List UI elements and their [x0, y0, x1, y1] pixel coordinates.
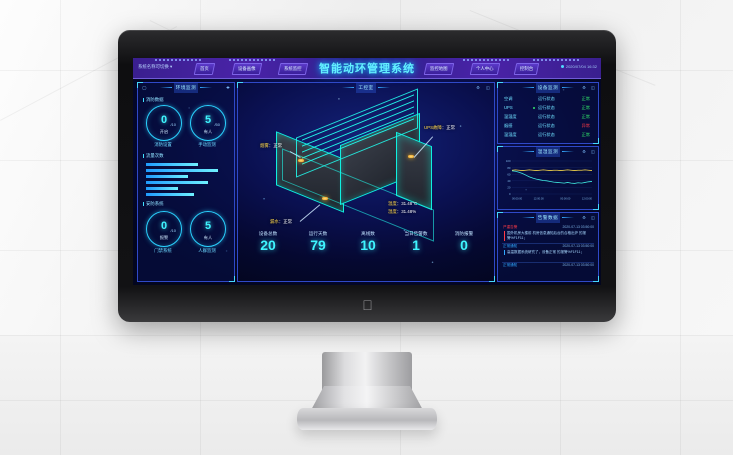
gear-icon[interactable]: ⚙ [582, 85, 586, 90]
wall-gridline [680, 0, 681, 455]
gear-icon[interactable]: ⚙ [476, 85, 480, 90]
wall-gridline [60, 0, 61, 455]
system-selector[interactable]: 系统名称可切换 ▾ [138, 64, 173, 69]
table-row[interactable]: 温湿度 运行状态 正常 [504, 132, 590, 137]
gauge-caption-access: 门禁系统 [154, 248, 172, 253]
leader-line [299, 204, 321, 222]
list-item[interactable]: 正常通知 2020-07-13 03:50:00 [503, 263, 594, 267]
line-chart[interactable]: 0 20 40 60 80 100 00:00:00 12:00:00 00:00:00 12:0… [503, 159, 593, 200]
svg-text:100: 100 [506, 159, 511, 163]
table-row[interactable]: UPS 运行状态 正常 [504, 105, 590, 110]
gauge-manual-monitor: 5 /50 有人 [190, 105, 226, 141]
panel-title-chart: 温湿监测 [498, 147, 598, 157]
label-water: 漏水：正常 [270, 219, 292, 224]
control-room-panel: 工控室 ⚙ ◫ [237, 82, 495, 282]
chart-svg: 0 20 40 60 80 100 00:00:00 12:00:00 00:00:00 12:0… [506, 159, 593, 200]
nav-item-home[interactable]: 首页 [193, 63, 216, 75]
status-badge: 正常通知 [503, 263, 518, 267]
label-ups-fault: UPS故障：正常 [424, 125, 456, 130]
add-icon[interactable]: ✚ [226, 85, 230, 90]
display-screen: 系统名称可切换 ▾ 首页 设备画像 系统监控 智能动环管理系统 监控地图 个人中… [133, 58, 601, 285]
environment-panel: 环境监测 ◯ ✚ 消防数据 0 /10 开启 消防设置 5 /50 有人 手动监… [137, 82, 235, 282]
stat-today-alarms: 当日告警数 1 [404, 231, 428, 253]
section-label-fire: 消防数据 [143, 97, 164, 103]
stat-offline-count: 离线数 10 [360, 231, 376, 253]
panel-title-device-status: 设备监测 [498, 83, 598, 93]
status-badge: 严重告警 [503, 225, 518, 229]
stat-fire-alarms: 消防报警 0 [454, 231, 474, 253]
apple-logo:  [361, 298, 374, 313]
expand-icon[interactable]: ◫ [591, 215, 595, 220]
header-clock: 2020/07/04 16:32 [560, 64, 597, 69]
status-badge: 正常通知 [503, 244, 518, 248]
svg-text:60: 60 [507, 172, 511, 176]
table-row[interactable]: 空调 运行状态 正常 [504, 96, 590, 101]
nav-item-console[interactable]: 控制台 [513, 63, 540, 75]
header-dots-decoration [533, 59, 579, 61]
svg-text:20: 20 [507, 186, 511, 190]
svg-text:12:00:00: 12:00:00 [582, 196, 593, 200]
device-status-panel: 设备监测 ⚙ ◫ 空调 运行状态 正常 UPS 运行状态 正常 温湿度 运行 [497, 82, 599, 144]
header-dots-decoration [229, 59, 275, 61]
dashboard: 系统名称可切换 ▾ 首页 设备画像 系统监控 智能动环管理系统 监控地图 个人中… [133, 58, 601, 285]
svg-text:40: 40 [507, 179, 511, 183]
panel-title-environment: 环境监测 [138, 83, 234, 93]
wall-gridline [0, 335, 733, 336]
temp-humidity-chart-panel: 温湿监测 ⚙ ◫ 0 20 40 60 80 100 00:00:00 12:00:00 00:… [497, 146, 599, 210]
gauge-access-alarm: 0 /10 报警 [146, 211, 182, 247]
clock-icon [560, 65, 564, 69]
alarm-panel: 告警数据 ⚙ ◫ 严重告警 2020-07-13 03:50:00 国外机房大楼… [497, 212, 599, 282]
panel-title-alarms: 告警数据 [498, 213, 598, 223]
nav-item-user-center[interactable]: 个人中心 [469, 63, 500, 75]
section-label-flow: 流量次数 [143, 153, 164, 159]
gear-icon[interactable]: ⚙ [582, 149, 586, 154]
gauge-caption-fire: 消防设置 [154, 142, 172, 147]
svg-text:12:00:00: 12:00:00 [534, 196, 545, 200]
label-humidity: 湿度：31.48% [388, 209, 417, 214]
expand-icon[interactable]: ◫ [591, 85, 595, 90]
gear-icon[interactable]: ⚙ [582, 215, 586, 220]
svg-text:00:00:00: 00:00:00 [512, 196, 523, 200]
refresh-icon[interactable]: ◯ [142, 85, 147, 90]
panel-title-control-room: 工控室 [238, 83, 494, 93]
hotspot-water[interactable] [322, 197, 328, 200]
nav-item-device-profile[interactable]: 设备画像 [231, 63, 262, 75]
list-item[interactable]: 严重告警 2020-07-13 03:50:00 国外机房大楼前 机房信息通知后… [502, 224, 594, 244]
stat-total-devices: 设备总数 20 [258, 231, 278, 253]
nav-item-system-monitor[interactable]: 系统监控 [277, 63, 308, 75]
hotspot-ups[interactable] [408, 155, 414, 158]
chevron-down-icon: ▾ [169, 64, 173, 69]
header-dots-decoration [463, 59, 509, 61]
svg-text:00:00:00: 00:00:00 [560, 196, 571, 200]
hotspot-smoke[interactable] [298, 159, 304, 162]
table-row[interactable]: 温湿度 运行状态 正常 [504, 114, 590, 119]
header-dots-decoration [155, 59, 201, 61]
gauge-fire-open: 0 /10 开启 [146, 105, 182, 141]
svg-text:80: 80 [507, 166, 511, 170]
stat-running-days: 运行天数 79 [308, 231, 328, 253]
gauge-caption-manual: 手动监测 [198, 142, 216, 147]
page-title: 智能动环管理系统 [319, 63, 415, 75]
nav-item-monitor-map[interactable]: 监控地图 [423, 63, 454, 75]
svg-text:0: 0 [509, 192, 511, 196]
apple-display:  系统名称可切换 ▾ 首页 设备画像 系统监控 智 [118, 30, 616, 430]
dashboard-header: 系统名称可切换 ▾ 首页 设备画像 系统监控 智能动环管理系统 监控地图 个人中… [133, 58, 601, 79]
section-label-security: 安防系统 [143, 201, 164, 207]
label-smoke: 烟雾：正常 [260, 143, 282, 148]
display-stand-neck [322, 352, 412, 412]
list-item[interactable]: 正常通知 2020-07-13 03:50:00 高温数据系统研究了，设备正常 … [502, 243, 594, 263]
gauge-crowd-monitor: 5 有人 [190, 211, 226, 247]
status-dot [533, 106, 535, 109]
gauge-caption-crowd: 人群监测 [198, 248, 216, 253]
label-temperature: 温度：31.48°C [388, 201, 418, 206]
expand-icon[interactable]: ◫ [591, 149, 595, 154]
table-row[interactable]: 烟感 运行状态 异常 [504, 123, 590, 128]
expand-icon[interactable]: ◫ [486, 85, 490, 90]
datacenter-3d-view[interactable]: 烟雾：正常 漏水：正常 UPS故障：正常 温度：31.48°C [238, 83, 494, 281]
display-stand-base [297, 408, 437, 430]
